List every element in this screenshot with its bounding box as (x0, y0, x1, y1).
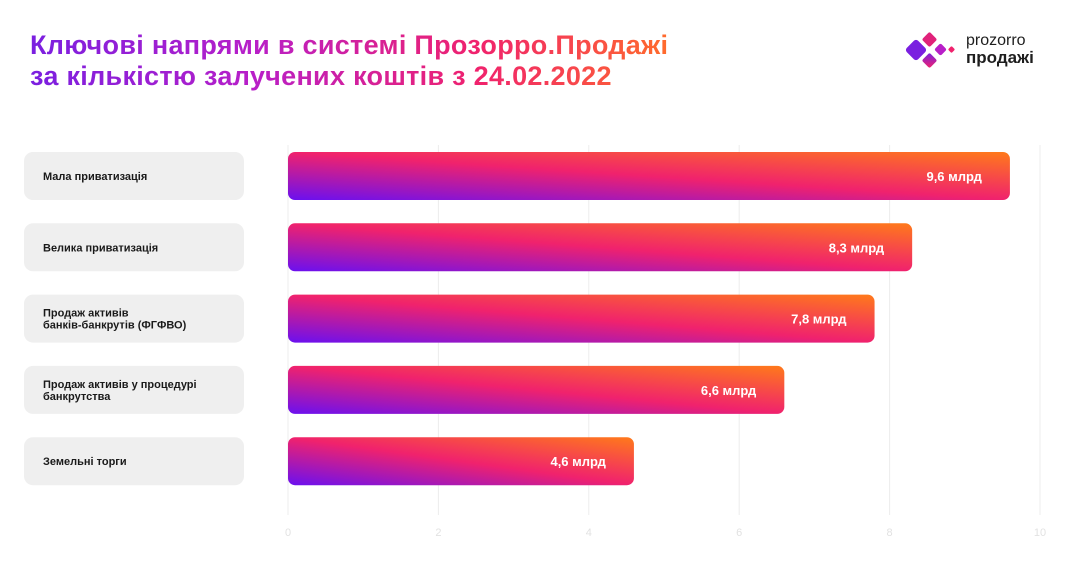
bar-value-label: 7,8 млрд (791, 312, 847, 327)
bar-value-label: 4,6 млрд (550, 454, 606, 469)
category-label: банків-банкрутів (ФГФВО) (43, 320, 187, 332)
x-axis-ticks: 0 2 4 6 8 10 (285, 527, 1046, 539)
bar (288, 437, 634, 486)
x-tick-label: 0 (285, 527, 291, 539)
category-label-box (24, 437, 244, 486)
category-label-box (24, 223, 244, 272)
bar (288, 365, 785, 414)
category-label-box (24, 365, 244, 414)
category-label: Продаж активів у процедурі (43, 379, 197, 391)
diamond-dots-logo-icon (905, 32, 955, 68)
bar (288, 294, 875, 343)
bar-value-label: 8,3 млрд (829, 240, 885, 255)
bar-value-label: 9,6 млрд (926, 169, 982, 184)
logo-text-line-1: prozorro (966, 32, 1026, 49)
category-label: Велика приватизація (43, 242, 158, 254)
category-label: Продаж активів (43, 308, 129, 320)
logo-text-line-2: продажі (966, 48, 1034, 67)
bar (288, 223, 913, 272)
category-labels: Мала приватизація Велика приватизація Прод… (24, 152, 244, 486)
category-label: банкрутства (43, 391, 111, 403)
category-label-box (24, 152, 244, 200)
bar-value-label: 6,6 млрд (701, 383, 757, 398)
x-tick-label: 4 (586, 527, 592, 539)
x-tick-label: 8 (887, 527, 893, 539)
category-label: Мала приватизація (43, 171, 147, 183)
x-tick-label: 10 (1034, 527, 1046, 539)
prozorro-logo: prozorro продажі (904, 30, 1054, 74)
bars: 9,6 млрд 8,3 млрд 7,8 млрд 6,6 млрд 4,6 млрд (288, 152, 1010, 486)
bar (288, 152, 1010, 200)
x-tick-label: 6 (736, 527, 742, 539)
category-label-box (24, 294, 244, 343)
x-tick-label: 2 (435, 527, 441, 539)
category-label: Земельні торги (43, 456, 127, 468)
